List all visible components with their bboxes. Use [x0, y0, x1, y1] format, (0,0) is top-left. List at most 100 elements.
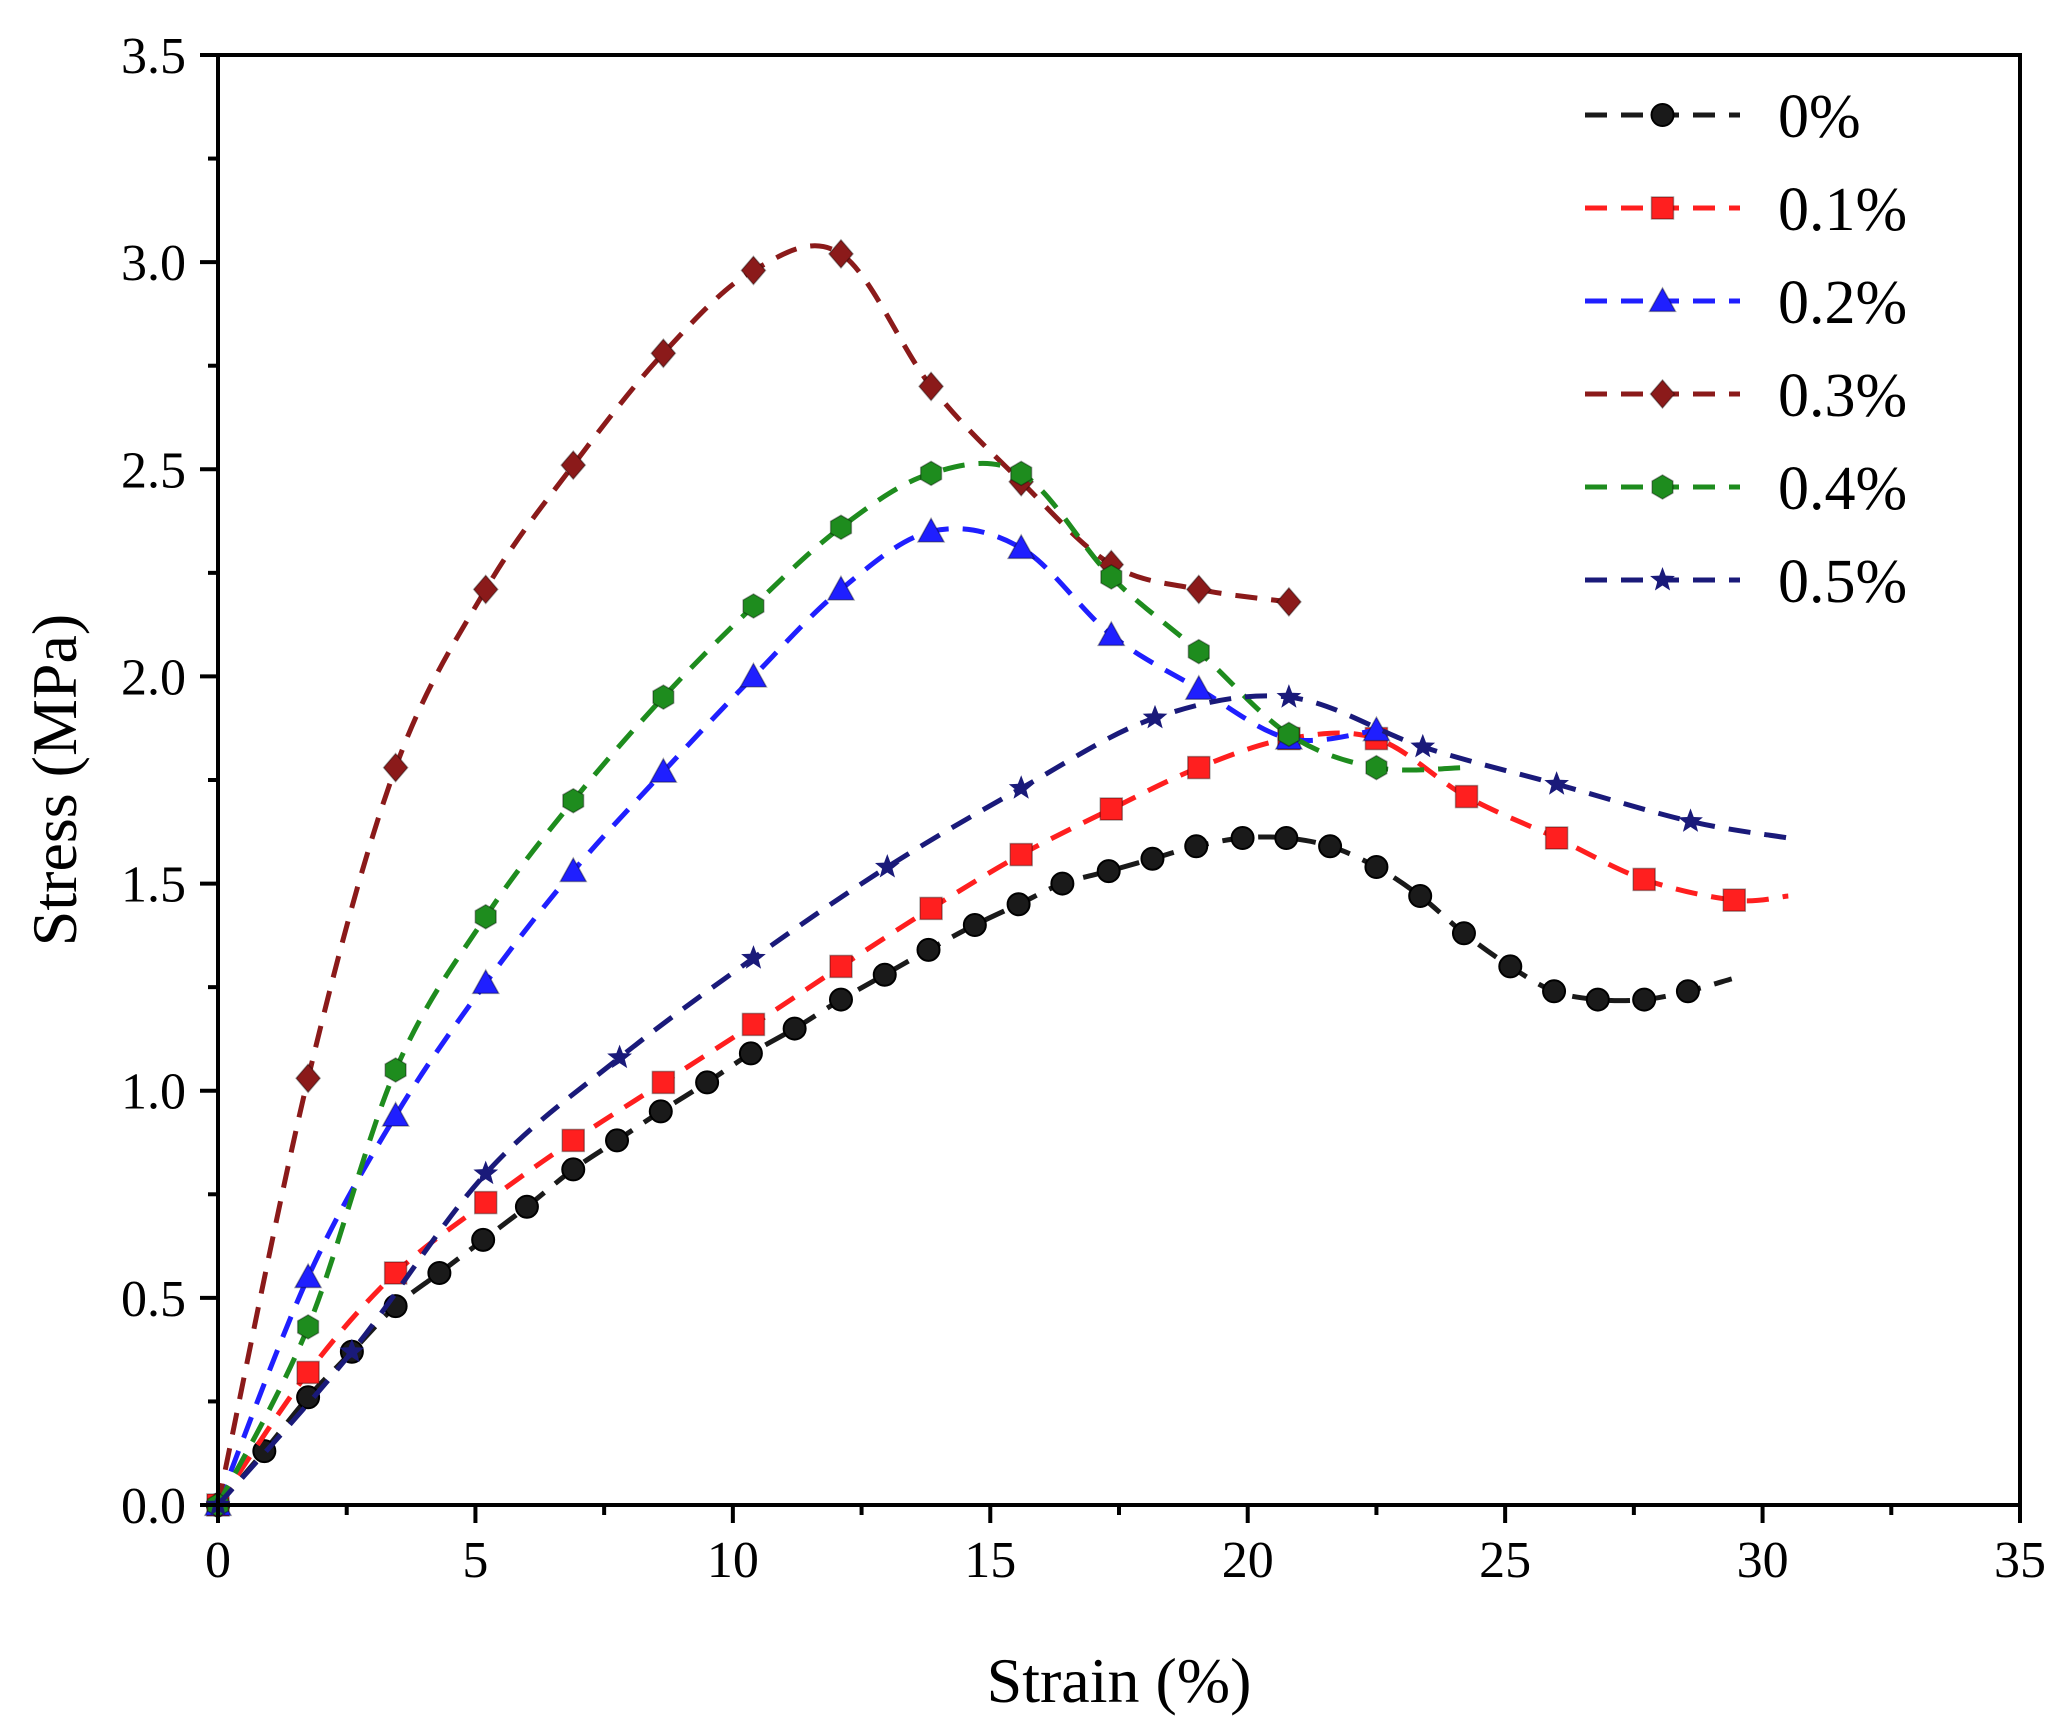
series-0% — [206, 826, 1733, 1517]
data-point — [1097, 620, 1126, 647]
y-tick-label: 3.5 — [121, 28, 186, 85]
data-point — [919, 460, 943, 487]
series-line — [215, 243, 1290, 1506]
data-point — [1275, 586, 1302, 618]
data-point — [829, 954, 853, 979]
data-point — [919, 896, 943, 921]
legend-label: 0.4% — [1778, 455, 1907, 523]
data-point — [1096, 859, 1121, 884]
data-point — [782, 1016, 807, 1041]
data-point — [1010, 460, 1033, 487]
series-0.5% — [205, 684, 1789, 1516]
data-point — [1276, 684, 1302, 708]
data-point — [826, 574, 856, 601]
plot-frame — [216, 53, 2022, 1507]
axis-layer: 0 5 10 15 20 25 30 35 0.0 0.5 1.0 1.5 2.0 2.5 3.0 3.5 — [121, 28, 2046, 1589]
data-point — [1006, 533, 1036, 560]
data-point — [1410, 733, 1436, 758]
x-tick-label: 10 — [707, 1532, 759, 1589]
data-point — [1542, 979, 1567, 1004]
data-point — [1632, 987, 1657, 1012]
data-point — [339, 1338, 365, 1363]
data-point — [1678, 808, 1703, 832]
y-tick-label: 2.5 — [121, 442, 186, 499]
data-point — [1544, 771, 1569, 795]
data-point — [514, 1194, 539, 1219]
data-point — [1451, 921, 1476, 946]
data-point — [1365, 754, 1388, 781]
data-point — [561, 1157, 586, 1182]
legend-label: 0.2% — [1778, 269, 1907, 337]
data-point — [472, 574, 499, 605]
data-point — [651, 1070, 676, 1095]
data-point — [296, 1314, 320, 1340]
series-line — [215, 460, 1465, 1507]
series-layer — [203, 238, 1789, 1521]
data-point — [872, 962, 897, 987]
legend-entry: 0.4% — [1585, 455, 1907, 523]
data-point — [827, 238, 854, 270]
data-point — [383, 1261, 408, 1285]
series-0.1% — [206, 726, 1789, 1517]
series-line — [215, 526, 1377, 1506]
legend-marker — [1649, 378, 1676, 410]
legend: 0% 0.1% 0.2% 0.3% 0.4% 0.5% — [1585, 83, 1907, 616]
data-point — [1006, 892, 1031, 917]
data-point — [962, 913, 987, 937]
data-point — [695, 1070, 720, 1095]
data-point — [652, 684, 675, 710]
data-point — [1274, 826, 1299, 850]
legend-label: 0% — [1778, 83, 1861, 151]
x-tick-label: 5 — [462, 1532, 488, 1589]
data-point — [473, 1160, 499, 1185]
data-point — [1187, 638, 1210, 665]
data-point — [1277, 721, 1301, 748]
legend-entry: 0.1% — [1585, 176, 1907, 244]
data-point — [471, 1227, 496, 1252]
data-point — [1632, 867, 1656, 892]
data-point — [607, 1044, 632, 1069]
x-tick-label: 35 — [1994, 1532, 2046, 1589]
y-tick-label: 0.0 — [121, 1478, 186, 1535]
data-point — [1184, 834, 1209, 859]
data-point — [1185, 574, 1212, 605]
data-point — [829, 514, 853, 541]
data-point — [1140, 846, 1165, 871]
data-point — [649, 757, 678, 783]
y-tick-label: 0.5 — [121, 1271, 186, 1328]
data-point — [918, 371, 945, 402]
data-point — [828, 987, 853, 1012]
data-point — [1318, 834, 1343, 859]
data-point — [293, 1262, 323, 1289]
x-tick-label: 0 — [205, 1532, 231, 1589]
x-tick-label: 15 — [964, 1532, 1016, 1589]
data-point — [875, 854, 900, 878]
data-point — [738, 1041, 763, 1066]
data-point — [1184, 674, 1214, 701]
series-line — [216, 693, 1789, 1507]
data-point — [1142, 704, 1168, 729]
data-point — [474, 903, 497, 930]
data-point — [295, 1063, 322, 1094]
legend-marker — [1651, 474, 1674, 500]
data-point — [560, 449, 587, 481]
legend-entry: 0.3% — [1585, 362, 1907, 430]
legend-marker — [1650, 103, 1675, 127]
data-point — [1100, 564, 1123, 590]
legend-label: 0.5% — [1778, 548, 1907, 616]
data-point — [1675, 979, 1700, 1004]
data-point — [648, 1099, 673, 1124]
data-point — [739, 661, 768, 688]
data-point — [561, 1128, 586, 1153]
data-point — [1362, 715, 1391, 742]
data-point — [741, 945, 766, 969]
data-point — [1230, 826, 1255, 850]
data-point — [740, 255, 767, 286]
legend-entry: 0.5% — [1585, 548, 1907, 616]
series-line — [215, 730, 1789, 1507]
data-point — [1722, 888, 1747, 912]
data-point — [1099, 797, 1124, 821]
data-point — [916, 516, 946, 543]
